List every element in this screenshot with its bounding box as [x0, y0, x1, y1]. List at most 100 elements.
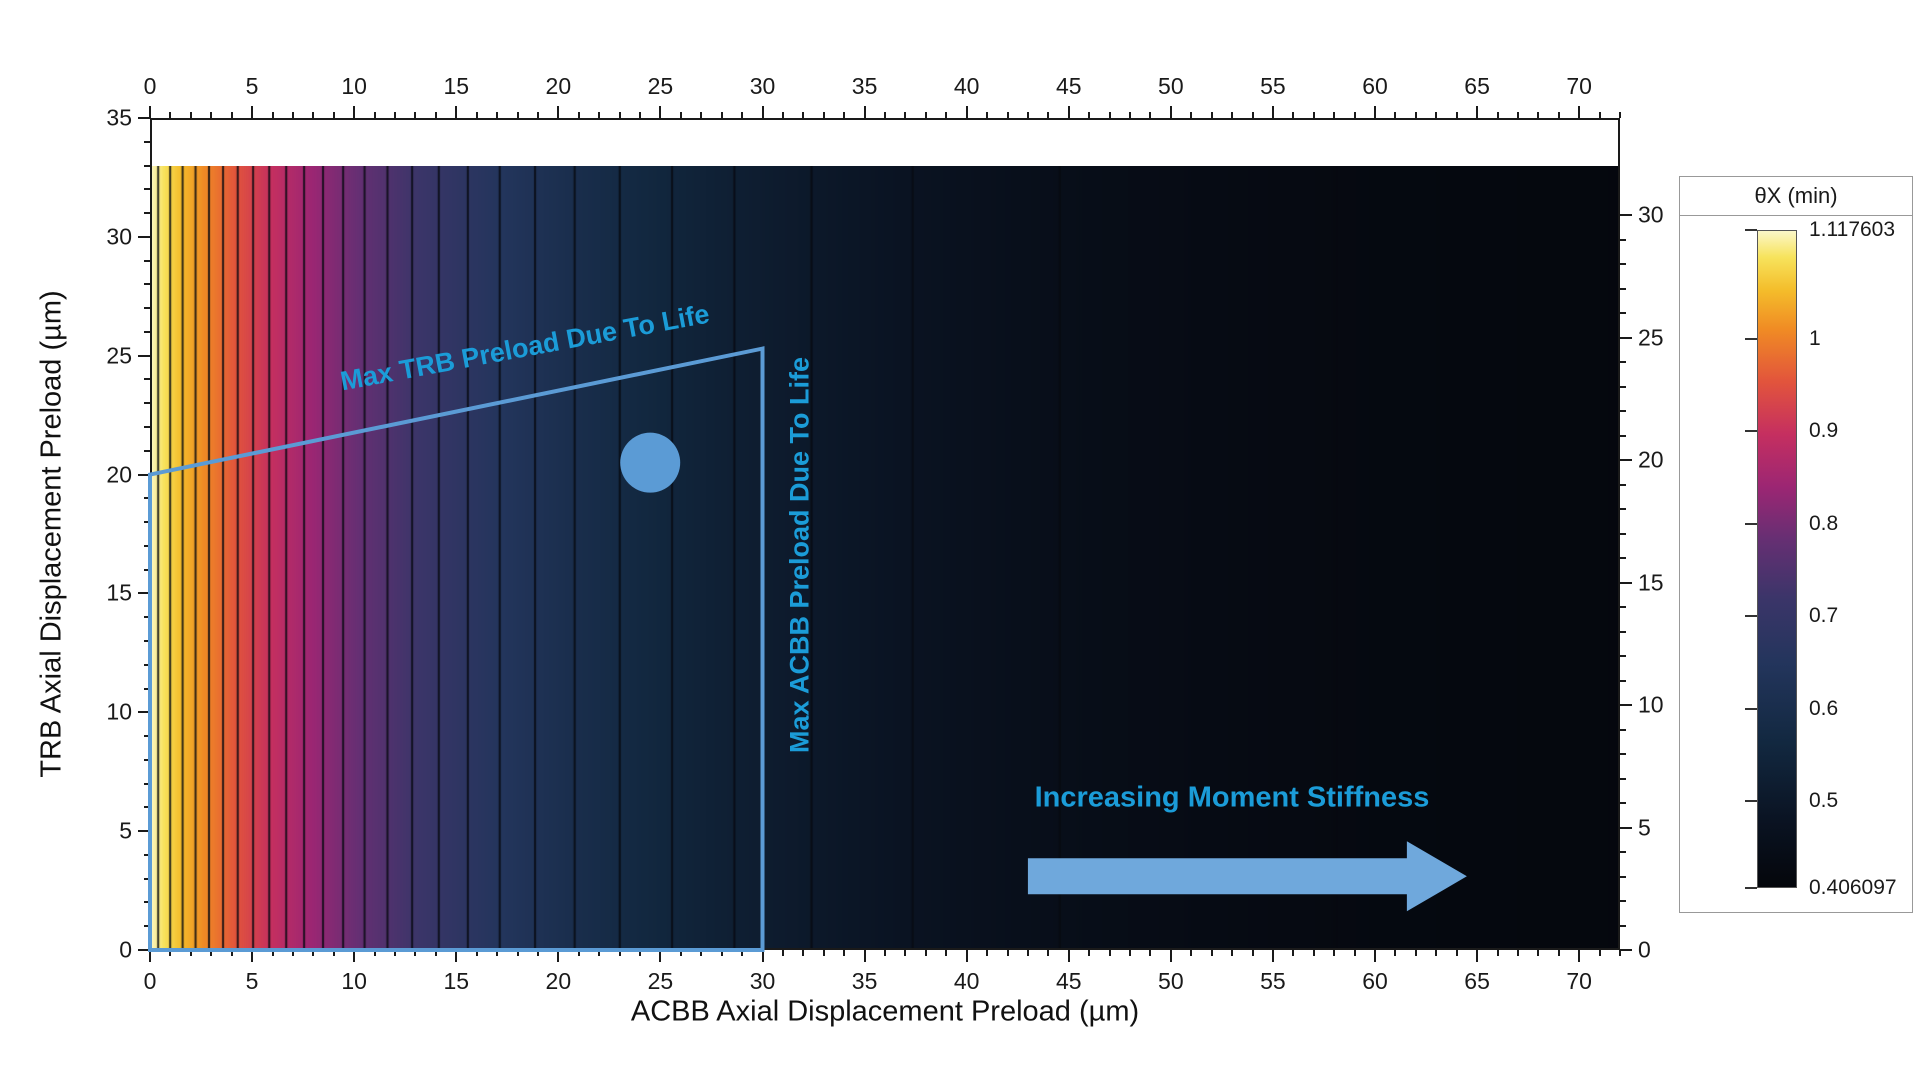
axis-tick [700, 950, 703, 956]
axis-tick [144, 735, 150, 738]
axis-tick [1620, 753, 1626, 755]
axis-tick [1210, 112, 1213, 118]
axis-tick [144, 544, 150, 547]
axis-tick [1006, 950, 1009, 956]
axis-tick [1620, 802, 1626, 804]
axis-tick [1149, 112, 1152, 118]
axis-tick [1598, 112, 1601, 118]
x-tick-label: 60 [1362, 968, 1388, 994]
axis-tick [1190, 112, 1193, 118]
axis-tick [149, 950, 151, 962]
axis-tick [1620, 361, 1626, 363]
axis-tick [353, 950, 356, 962]
axis-tick [1129, 112, 1131, 118]
axis-tick [1476, 950, 1479, 962]
axis-tick [271, 950, 274, 956]
axis-tick [1620, 851, 1626, 853]
axis-tick [1620, 263, 1626, 265]
axis-tick [312, 112, 315, 118]
axis-tick [741, 950, 744, 956]
axis-tick [1620, 655, 1626, 657]
axis-tick [720, 950, 723, 956]
y-tick-label: 20 [106, 461, 132, 488]
colorbar-tick [1745, 707, 1757, 710]
axis-tick [1251, 112, 1254, 118]
contour-heatmap [150, 166, 1620, 950]
axis-tick [1169, 106, 1172, 118]
axis-tick [144, 782, 150, 785]
colorbar-tick-label: 1 [1809, 326, 1821, 350]
axis-tick [904, 950, 907, 956]
axis-tick [144, 259, 150, 262]
axis-tick [1435, 950, 1438, 956]
axis-tick [1190, 950, 1193, 956]
y-tick-label: 35 [106, 104, 132, 131]
colorbar-tick-label: 0.9 [1809, 419, 1839, 443]
axis-tick [1271, 950, 1274, 962]
axis-tick [863, 106, 866, 118]
colorbar-tick [1745, 800, 1757, 803]
axis-tick [945, 112, 948, 118]
x-tick-label: 40 [953, 73, 980, 99]
axis-tick [1476, 106, 1479, 118]
axis-tick [802, 112, 805, 118]
axis-tick [618, 950, 621, 956]
axis-tick [536, 112, 539, 118]
x-tick-label: 25 [647, 968, 674, 994]
axis-tick [924, 950, 927, 956]
axis-tick [720, 112, 723, 118]
axis-tick [144, 687, 150, 690]
y-tick-label: 15 [1638, 569, 1664, 595]
axis-tick [700, 112, 703, 118]
axis-tick [144, 378, 150, 381]
axis-tick [1312, 950, 1315, 956]
axis-tick [639, 950, 641, 956]
axis-tick [577, 950, 580, 956]
axis-tick [1557, 950, 1560, 956]
axis-tick [144, 616, 150, 619]
axis-tick [144, 568, 150, 571]
axis-tick [189, 112, 192, 118]
x-tick-label: 35 [851, 73, 878, 99]
axis-tick [863, 950, 866, 962]
axis-tick [144, 449, 150, 452]
axis-tick [1414, 112, 1417, 118]
x-tick-label: 55 [1260, 968, 1286, 994]
axis-tick [169, 950, 172, 956]
axis-tick [1620, 949, 1632, 951]
x-tick-label: 45 [1055, 73, 1082, 99]
axis-tick [1312, 112, 1315, 118]
axis-tick [1210, 950, 1213, 956]
axis-tick [312, 950, 315, 956]
axis-tick [781, 950, 784, 956]
axis-tick [536, 950, 539, 956]
axis-tick [1353, 112, 1356, 118]
axis-tick [781, 112, 784, 118]
axis-tick [169, 112, 172, 118]
colorbar-tick-label: 0.5 [1809, 789, 1839, 813]
axis-tick [1620, 557, 1626, 559]
axis-tick [394, 112, 396, 118]
axis-tick [144, 426, 150, 429]
x-tick-label: 60 [1362, 73, 1388, 99]
axis-tick [516, 950, 519, 956]
axis-tick [496, 112, 499, 118]
x-tick-label: 25 [647, 73, 674, 99]
axis-tick [1620, 238, 1626, 241]
axis-tick [884, 112, 886, 118]
axis-tick [1620, 777, 1626, 780]
axis-tick [144, 283, 150, 286]
x-tick-label: 0 [143, 968, 157, 994]
axis-tick [144, 307, 150, 310]
axis-tick [1516, 112, 1519, 118]
colorbar-tick-label: 1.117603 [1809, 218, 1896, 241]
axis-tick [1578, 950, 1581, 962]
axis-tick [144, 806, 150, 809]
axis-tick [138, 354, 150, 357]
axis-tick [144, 330, 150, 333]
axis-tick [904, 112, 907, 118]
axis-tick [149, 106, 151, 118]
axis-tick [598, 950, 601, 956]
axis-tick [1108, 950, 1111, 956]
axis-tick [761, 950, 764, 962]
